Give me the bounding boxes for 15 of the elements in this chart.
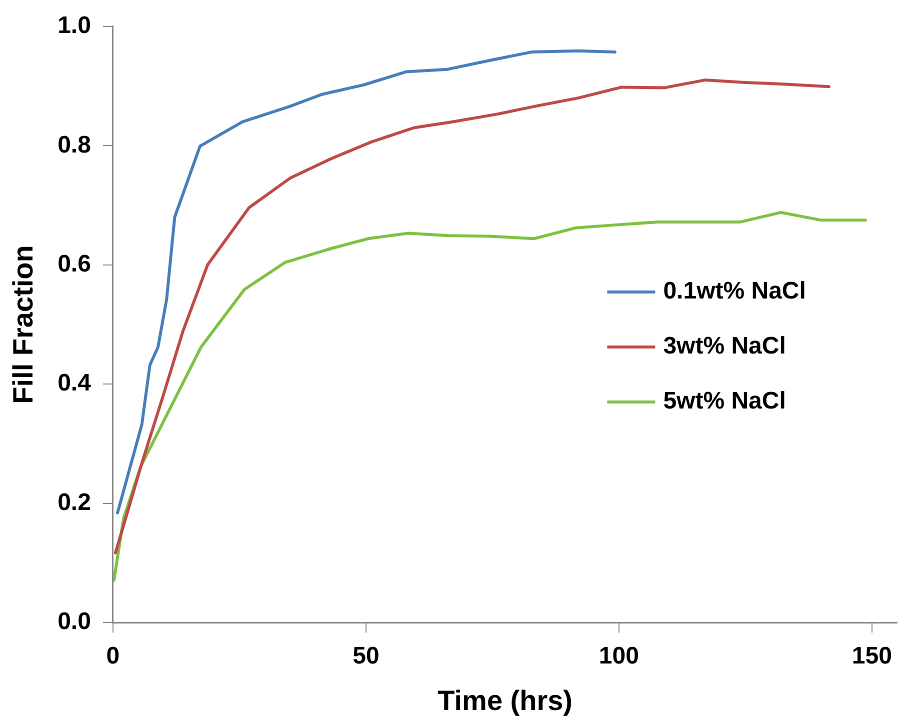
y-tick-label: 1.0	[58, 12, 91, 40]
x-tick-label: 50	[352, 642, 380, 670]
y-axis-title: Fill Fraction	[8, 245, 39, 404]
y-tick-label: 0.4	[58, 370, 92, 397]
x-tick-label: 100	[598, 642, 639, 670]
y-tick-label: 0.2	[58, 488, 91, 516]
y-tick-label: 0.0	[58, 608, 91, 636]
legend-label: 0.1wt% NaCl	[663, 278, 806, 305]
x-tick-label: 0	[106, 642, 120, 670]
x-axis-title: Time (hrs)	[438, 684, 573, 716]
legend-label: 5wt% NaCl	[663, 388, 786, 415]
x-tick-label: 150	[852, 642, 892, 670]
y-tick-label: 0.8	[58, 131, 91, 158]
legend-label: 3wt% NaCl	[663, 332, 786, 360]
y-tick-label: 0.6	[58, 250, 91, 278]
